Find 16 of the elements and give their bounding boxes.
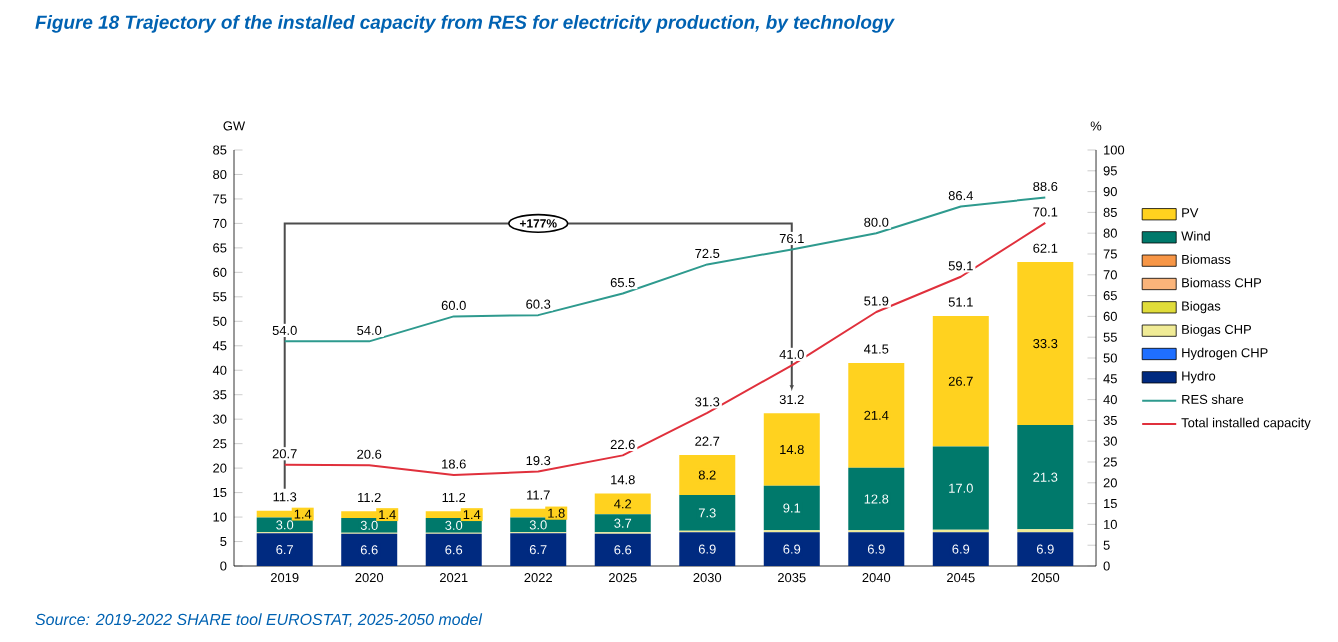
bar [932, 532, 989, 566]
bar [679, 454, 736, 496]
bar [679, 495, 736, 531]
bar [763, 485, 820, 531]
bar [763, 532, 820, 566]
bar [679, 532, 736, 566]
bar [1017, 425, 1074, 530]
bar [848, 532, 905, 566]
bar [763, 413, 820, 486]
bar [932, 446, 989, 530]
bar [848, 362, 905, 468]
bar [1017, 262, 1074, 426]
chart-title: Figure 18 Trajectory of the installed capacity from RES for electricity production, by technology [35, 15, 895, 33]
bar [1017, 532, 1074, 566]
bar [932, 315, 989, 447]
bar [848, 467, 905, 531]
